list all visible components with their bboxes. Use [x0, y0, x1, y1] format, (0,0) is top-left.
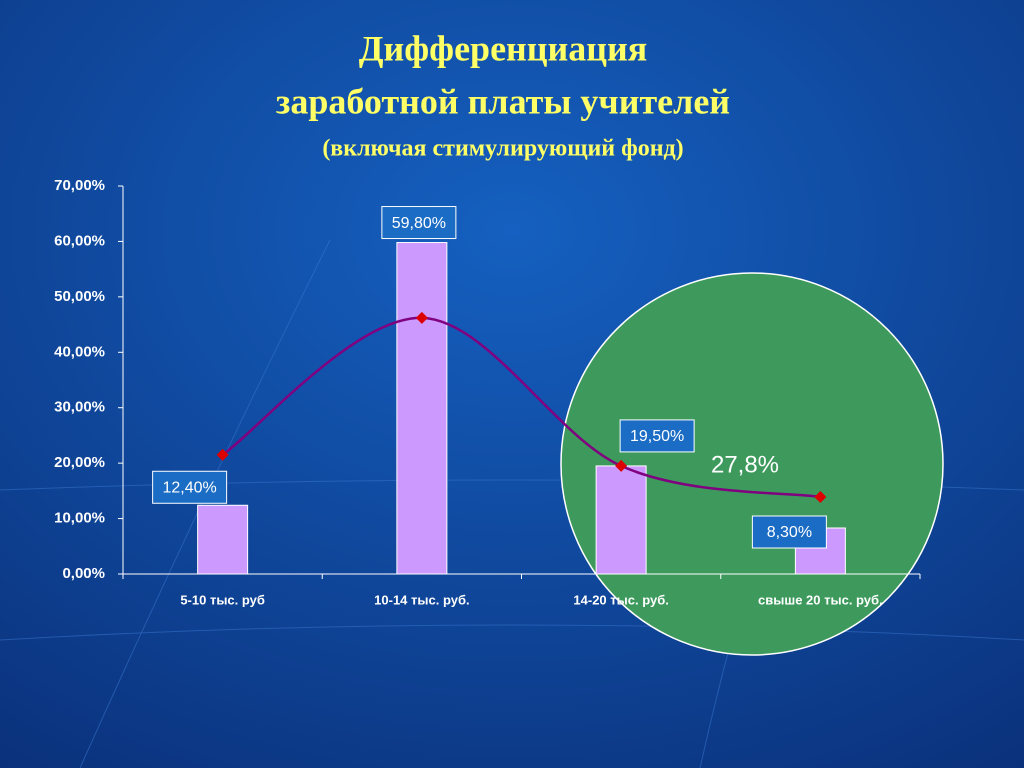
chart-title: заработной платы учителей — [276, 81, 730, 121]
bar — [595, 465, 647, 575]
y-tick-label: 10,00% — [54, 510, 105, 527]
y-tick-label: 20,00% — [54, 454, 105, 471]
x-tick-label: 10-14 тыс. руб. — [374, 592, 469, 607]
bar — [396, 242, 448, 575]
line-marker — [216, 448, 229, 461]
x-tick-label: 14-20 тыс. руб. — [573, 592, 668, 607]
line-marker — [415, 311, 428, 324]
chart-title: Дифференциация — [359, 28, 648, 68]
value-label-box — [152, 470, 228, 504]
y-tick-label: 70,00% — [54, 177, 105, 194]
bar — [197, 504, 249, 575]
y-tick-label: 30,00% — [54, 399, 105, 416]
annotation: 27,8% — [711, 451, 779, 478]
line — [221, 316, 821, 499]
value-label: 8,30% — [767, 524, 812, 541]
value-label: 12,40% — [162, 479, 216, 496]
value-label-box — [619, 419, 695, 453]
value-label-box — [381, 206, 457, 240]
y-tick-label: 50,00% — [54, 288, 105, 305]
y-tick-label: 40,00% — [54, 343, 105, 360]
value-label: 59,80% — [392, 215, 446, 232]
line-marker — [814, 490, 827, 503]
x-tick-label: 5-10 тыс. руб — [180, 592, 265, 607]
value-label-box — [751, 515, 827, 549]
y-tick-label: 0,00% — [62, 565, 105, 582]
chart-subtitle: (включая стимулирующий фонд) — [322, 136, 683, 162]
line-marker — [615, 459, 628, 472]
highlight-circle — [560, 272, 944, 656]
y-tick-label: 60,00% — [54, 232, 105, 249]
value-label: 19,50% — [630, 428, 684, 445]
x-tick-label: свыше 20 тыс. руб. — [758, 592, 883, 607]
